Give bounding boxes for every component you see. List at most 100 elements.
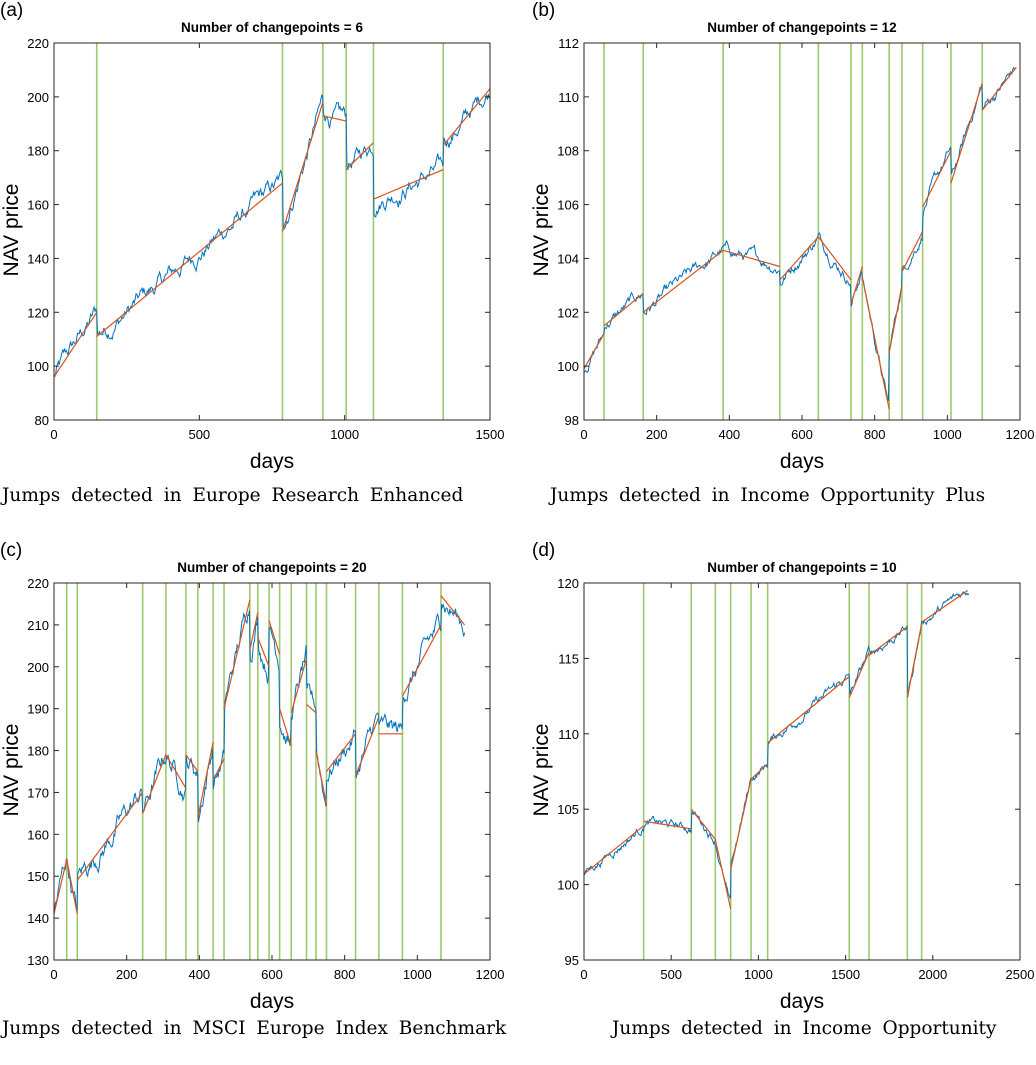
- y-axis-label: NAV price: [530, 183, 553, 277]
- axes-box: [583, 42, 1021, 421]
- y-tick-label: 130: [27, 953, 49, 968]
- x-tick-label: 800: [864, 427, 886, 442]
- chart-title: Number of changepoints = 10: [707, 560, 897, 575]
- panel-label: (a): [0, 0, 24, 21]
- y-tick-label: 110: [558, 727, 579, 742]
- fit-segment: [212, 758, 225, 781]
- y-tick-label: 98: [565, 413, 579, 428]
- panel-c: (c) Number of changepoints = 20 NAV pric…: [0, 540, 518, 1065]
- panel-b: (b) Number of changepoints = 12 NAV pric…: [520, 0, 1036, 525]
- x-tick-label: 500: [188, 427, 210, 442]
- fit-segment: [921, 590, 969, 623]
- y-axis-label: NAV price: [0, 183, 23, 277]
- panel-a: (a) Number of changepoints = 6 NAV price…: [0, 0, 518, 525]
- panel-d: (d) Number of changepoints = 10 NAV pric…: [520, 540, 1036, 1065]
- x-tick-label: 1000: [330, 427, 359, 442]
- y-tick-label: 180: [27, 144, 49, 159]
- fit-segment: [981, 66, 1017, 111]
- x-tick-label: 1000: [933, 427, 962, 442]
- x-tick-label: 1000: [403, 967, 432, 982]
- y-tick-label: 120: [27, 305, 49, 320]
- plot-area: 0 200 400 600 800 1000 1200 98 100 102 104 106 108 11…: [557, 36, 1034, 442]
- fit-segment: [279, 708, 292, 747]
- fit-segment: [165, 754, 187, 789]
- y-tick-label: 95: [565, 953, 579, 968]
- y-tick-label: 220: [27, 576, 49, 591]
- x-tick-label: 1000: [744, 967, 773, 982]
- fit-segment: [257, 637, 270, 667]
- x-tick-label: 400: [188, 967, 210, 982]
- axes-box: [53, 42, 491, 421]
- fit-segment: [901, 231, 924, 273]
- fit-segment: [583, 333, 605, 370]
- x-tick-label: 500: [660, 967, 682, 982]
- plot-area: 0 500 1000 1500 2000 2500 95 100 105 110 115 120: [557, 576, 1034, 982]
- x-axis-label: days: [249, 450, 295, 473]
- plot-area: 0 200 400 600 800 1000 1200 130 140 150 160 170 180 1…: [27, 576, 504, 982]
- fit-segment: [96, 182, 283, 337]
- y-tick-label: 80: [35, 413, 49, 428]
- fit-segment: [290, 658, 308, 714]
- x-tick-label: 1200: [476, 967, 505, 982]
- x-tick-label: 0: [580, 427, 587, 442]
- fit-segment: [53, 859, 68, 915]
- fit-segment: [603, 292, 644, 327]
- fit-segment: [345, 142, 374, 170]
- fit-segment: [355, 716, 380, 776]
- fit-segment: [197, 742, 214, 818]
- fit-segment: [53, 311, 98, 378]
- x-axis-label: days: [779, 450, 825, 473]
- y-tick-label: 108: [557, 144, 579, 159]
- y-tick-label: 170: [27, 785, 49, 800]
- fit-segment: [142, 754, 167, 814]
- fit-segment: [714, 839, 732, 909]
- fit-segment: [440, 595, 466, 626]
- fit-segment: [888, 285, 903, 353]
- panel-caption: Jumps detected in MSCI Europe Index Benc…: [2, 1018, 507, 1039]
- fit-segment: [750, 763, 769, 780]
- fit-segment: [66, 859, 78, 915]
- y-tick-label: 100: [557, 878, 579, 893]
- x-tick-label: 2000: [918, 967, 947, 982]
- x-tick-label: 0: [50, 967, 57, 982]
- x-tick-label: 1500: [476, 427, 505, 442]
- fit-segment: [950, 83, 983, 184]
- fit-segment: [583, 825, 645, 875]
- fit-segment: [315, 750, 328, 806]
- y-tick-label: 115: [558, 651, 579, 666]
- fit-segment: [906, 623, 923, 698]
- y-tick-label: 112: [558, 36, 579, 51]
- y-tick-label: 210: [27, 618, 49, 633]
- y-tick-label: 100: [557, 359, 579, 374]
- panel-label: (d): [532, 540, 556, 561]
- x-tick-label: 0: [580, 967, 587, 982]
- y-tick-label: 160: [27, 827, 49, 842]
- x-tick-label: 2500: [1006, 967, 1035, 982]
- fit-segment: [643, 820, 692, 830]
- x-tick-label: 0: [50, 427, 57, 442]
- fit-segment: [722, 249, 781, 268]
- y-tick-label: 100: [27, 359, 49, 374]
- fit-segment: [401, 624, 442, 697]
- nav-series-line: [53, 93, 491, 378]
- nav-series-line: [53, 603, 466, 912]
- axes-box: [583, 582, 1021, 961]
- x-axis-label: days: [249, 990, 295, 1013]
- y-tick-label: 110: [558, 90, 579, 105]
- y-axis-label: NAV price: [530, 723, 553, 817]
- panel-caption: Jumps detected in Income Opportunity: [612, 1018, 997, 1039]
- fit-segment: [326, 733, 357, 772]
- fit-segment: [817, 236, 852, 281]
- y-tick-label: 140: [27, 911, 49, 926]
- panel-label: (c): [0, 540, 23, 561]
- chart-title: Number of changepoints = 20: [177, 560, 367, 575]
- nav-series-line: [583, 66, 1016, 402]
- x-tick-label: 200: [646, 427, 668, 442]
- fit-segment: [850, 266, 863, 305]
- axes-box: [53, 582, 491, 961]
- fit-segment: [249, 612, 259, 651]
- fit-segment: [690, 808, 716, 840]
- fit-segment: [767, 676, 850, 744]
- y-tick-label: 102: [557, 305, 579, 320]
- y-tick-label: 104: [557, 251, 579, 266]
